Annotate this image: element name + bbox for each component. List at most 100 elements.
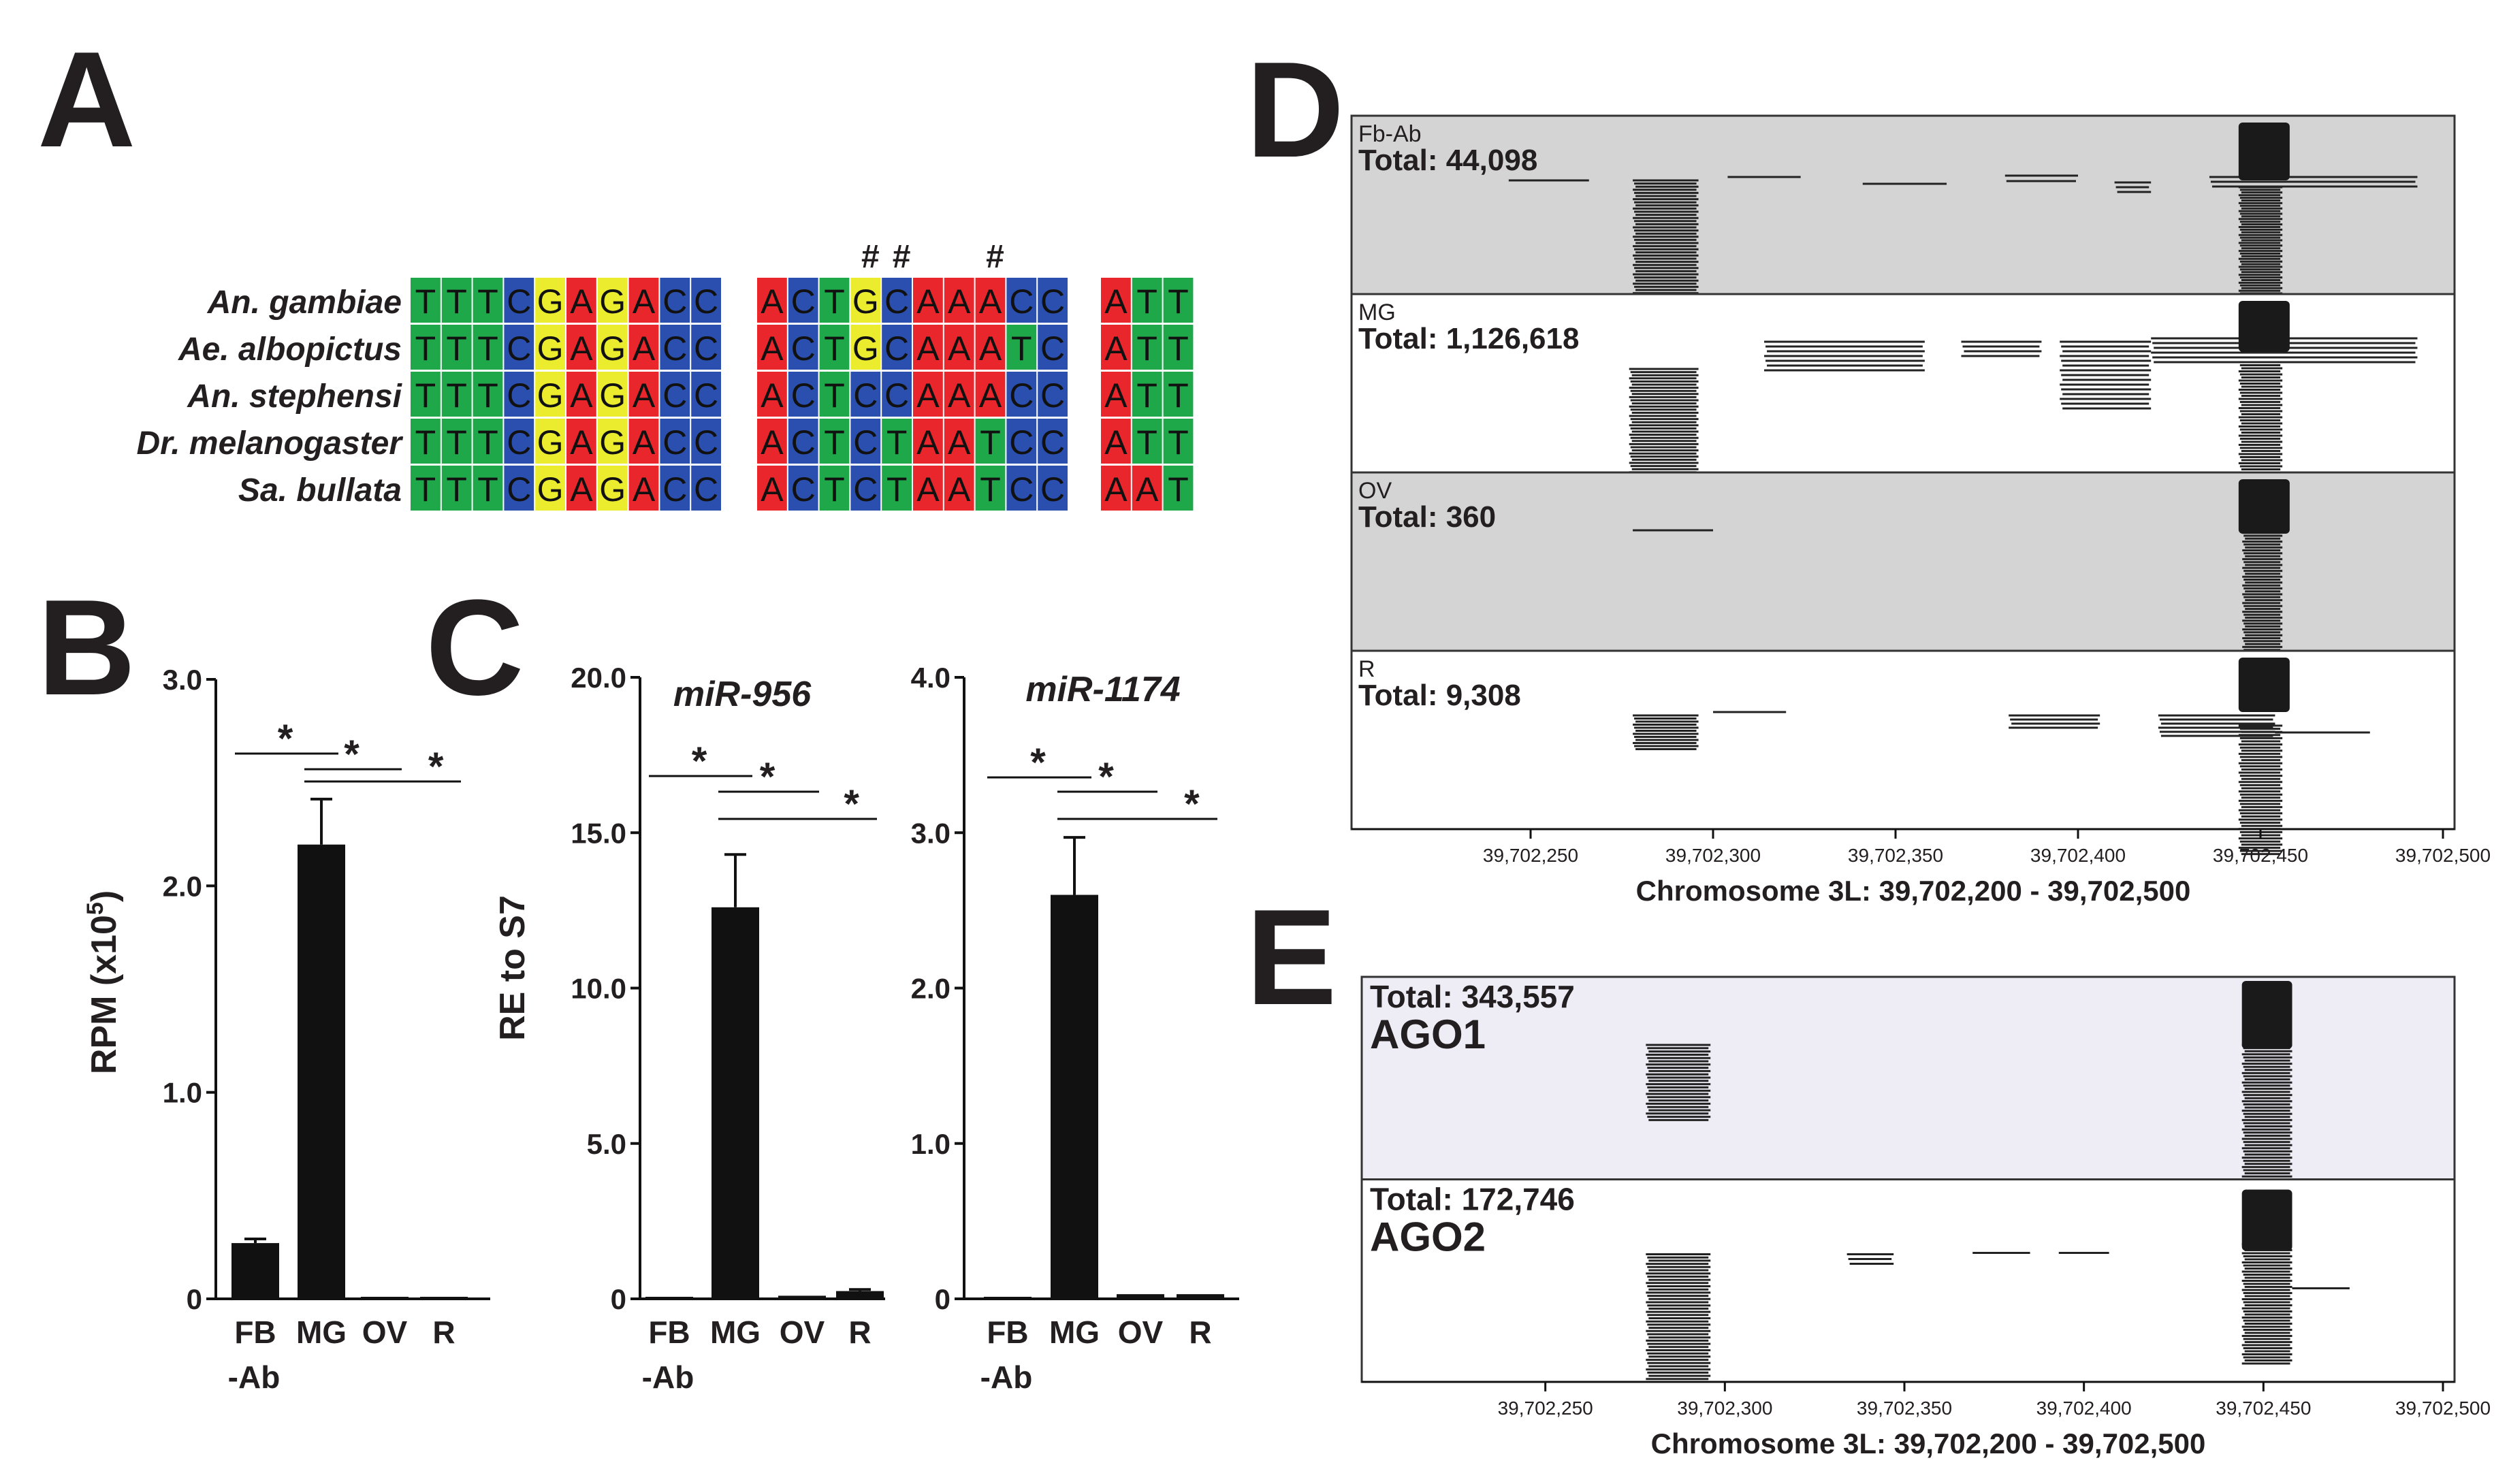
base-cell xyxy=(1038,278,1068,323)
base-letter: C xyxy=(694,283,718,321)
base-cell xyxy=(597,419,628,464)
base-letter: A xyxy=(916,329,940,368)
x-tick-label: 39,702,300 xyxy=(1677,1398,1772,1419)
base-letter: T xyxy=(824,423,845,462)
base-cell xyxy=(1132,419,1162,464)
base-cell xyxy=(473,325,503,370)
base-letter: C xyxy=(791,329,816,368)
base-letter: T xyxy=(824,376,845,415)
base-letter: T xyxy=(477,423,498,462)
track-name: OV xyxy=(1358,478,1392,504)
base-cell xyxy=(441,278,472,323)
base-letter: C xyxy=(507,376,531,415)
x-tick-label: OV xyxy=(1118,1314,1164,1350)
base-cell xyxy=(660,466,690,511)
base-cell xyxy=(1163,466,1194,511)
species-label: Dr. melanogaster xyxy=(137,425,404,462)
panel-label-a: A xyxy=(37,24,135,176)
significance-star: * xyxy=(1184,782,1200,826)
base-cell xyxy=(819,325,850,370)
base-letter: C xyxy=(507,283,531,321)
base-cell xyxy=(535,466,565,511)
base-cell xyxy=(473,372,503,417)
y-tick-label: 5.0 xyxy=(587,1128,626,1160)
read-pileup xyxy=(2238,123,2290,180)
base-cell xyxy=(975,325,1006,370)
bar xyxy=(231,1243,279,1299)
x-axis-label: Chromosome 3L: 39,702,200 - 39,702,500 xyxy=(1651,1427,2206,1459)
base-letter: A xyxy=(633,376,656,415)
base-cell xyxy=(819,466,850,511)
chart-mir-1174-bar: 0 1.0 2.0 3.0 4.0 FB -Ab MG OV R * * * miR-1174 xyxy=(911,662,1239,1395)
x-tick-label: 39,702,400 xyxy=(2030,845,2126,866)
base-letter: T xyxy=(1168,283,1189,321)
x-tick-label: 39,702,250 xyxy=(1498,1398,1593,1419)
panel-label-d: D xyxy=(1246,34,1344,186)
track-name: Fb-Ab xyxy=(1358,121,1422,147)
base-cell xyxy=(1006,466,1037,511)
base-cell xyxy=(1006,278,1037,323)
base-cell xyxy=(913,466,943,511)
base-cell xyxy=(975,278,1006,323)
base-letter: C xyxy=(662,423,687,462)
base-letter: G xyxy=(537,470,564,509)
base-cell xyxy=(597,325,628,370)
base-cell xyxy=(1132,466,1162,511)
divergence-mark: # xyxy=(893,239,911,275)
base-cell xyxy=(788,372,818,417)
base-letter: A xyxy=(570,470,593,509)
base-letter: C xyxy=(791,423,816,462)
base-letter: T xyxy=(980,470,1001,509)
base-letter: T xyxy=(824,329,845,368)
base-cell xyxy=(441,466,472,511)
base-letter: A xyxy=(948,376,971,415)
base-cell xyxy=(1038,466,1068,511)
panel-label-c: C xyxy=(426,572,524,724)
base-cell xyxy=(411,466,441,511)
read-pileup xyxy=(2238,301,2290,352)
base-cell xyxy=(1038,372,1068,417)
base-letter: C xyxy=(1009,423,1034,462)
base-cell xyxy=(882,419,912,464)
x-tick-label: R xyxy=(848,1314,871,1350)
read-pileup xyxy=(2241,1189,2292,1251)
divergence-mark: # xyxy=(861,239,880,275)
base-letter: T xyxy=(1168,376,1189,415)
base-cell xyxy=(411,278,441,323)
x-axis-label: Chromosome 3L: 39,702,200 - 39,702,500 xyxy=(1636,875,2191,907)
y-tick-label: 4.0 xyxy=(911,662,950,694)
base-cell xyxy=(441,325,472,370)
base-letter: C xyxy=(662,470,687,509)
base-letter: C xyxy=(1040,470,1065,509)
base-cell xyxy=(597,372,628,417)
bar xyxy=(361,1297,409,1299)
significance-star: * xyxy=(278,717,293,761)
base-letter: A xyxy=(633,423,656,462)
bar xyxy=(984,1297,1032,1299)
read-pileup xyxy=(2238,479,2290,534)
base-letter: T xyxy=(824,470,845,509)
base-cell xyxy=(628,278,659,323)
base-cell xyxy=(411,419,441,464)
track-total: Total: 343,557 xyxy=(1370,979,1575,1014)
species-label: An. gambiae xyxy=(207,285,402,321)
bar xyxy=(645,1297,693,1299)
base-letter: A xyxy=(1104,283,1128,321)
species-label: An. stephensi xyxy=(187,378,402,415)
y-tick-label: 0 xyxy=(611,1283,626,1315)
base-letter: T xyxy=(446,470,467,509)
base-cell xyxy=(411,325,441,370)
base-letter: A xyxy=(633,470,656,509)
base-cell xyxy=(628,325,659,370)
base-cell xyxy=(913,278,943,323)
base-letter: T xyxy=(415,470,436,509)
base-cell xyxy=(850,466,881,511)
track-total: Total: 360 xyxy=(1358,500,1496,534)
base-cell xyxy=(660,278,690,323)
panel-label-e: E xyxy=(1246,882,1337,1033)
base-letter: A xyxy=(979,329,1002,368)
base-cell xyxy=(504,325,534,370)
base-cell xyxy=(1101,325,1131,370)
base-cell xyxy=(882,466,912,511)
base-letter: T xyxy=(446,283,467,321)
